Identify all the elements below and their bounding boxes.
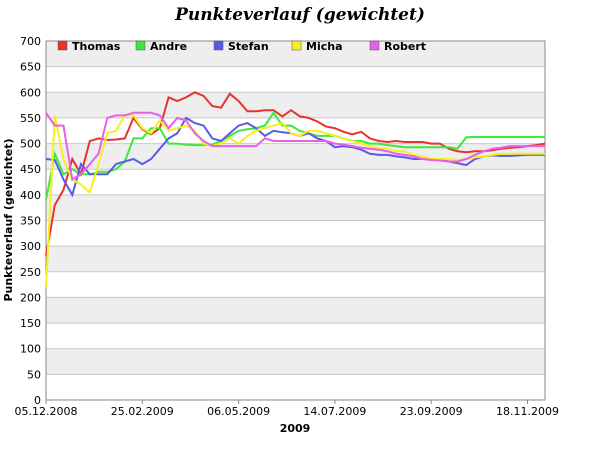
- y-tick-label: 550: [20, 112, 41, 125]
- y-tick-label: 0: [34, 394, 41, 407]
- legend-label: Thomas: [72, 40, 121, 53]
- y-tick-label: 50: [27, 368, 41, 381]
- y-tick-label: 400: [20, 189, 41, 202]
- legend-marker: [369, 40, 380, 51]
- series-line: [45, 111, 545, 182]
- y-axis-title: Punkteverlauf (gewichtet): [2, 138, 15, 301]
- y-tick-label: 500: [20, 138, 41, 151]
- x-tick-label: 14.07.2009: [303, 405, 366, 418]
- legend-marker: [135, 40, 146, 51]
- y-tick-label: 600: [20, 86, 41, 99]
- x-tick-label: 06.05.2009: [207, 405, 270, 418]
- legend-marker: [291, 40, 302, 51]
- legend-marker: [57, 40, 68, 51]
- grid-band: [46, 297, 545, 324]
- x-tick-label: 18.11.2009: [496, 405, 559, 418]
- series-line: [45, 91, 546, 257]
- y-tick-label: 150: [20, 317, 41, 330]
- x-axis-title: 2009: [280, 422, 311, 435]
- y-tick-label: 200: [20, 291, 41, 304]
- grid-band: [46, 348, 545, 375]
- x-tick-label: 23.09.2009: [400, 405, 463, 418]
- series-line: [45, 111, 545, 201]
- y-tick-label: 250: [20, 266, 41, 279]
- legend-marker: [213, 40, 224, 51]
- y-tick-label: 450: [20, 163, 41, 176]
- legend-label: Micha: [306, 40, 343, 53]
- y-tick-label: 700: [20, 35, 41, 48]
- y-tick-label: 350: [20, 215, 41, 228]
- legend-label: Andre: [150, 40, 187, 53]
- y-tick-label: 300: [20, 240, 41, 253]
- legend-label: Robert: [384, 40, 426, 53]
- grid-band: [46, 194, 545, 221]
- chart-title: Punkteverlauf (gewichtet): [174, 5, 425, 25]
- y-tick-label: 100: [20, 343, 41, 356]
- legend-label: Stefan: [228, 40, 269, 53]
- x-tick-label: 25.02.2009: [111, 405, 174, 418]
- grid-band: [46, 246, 545, 272]
- y-tick-label: 650: [20, 61, 41, 74]
- x-tick-label: 05.12.2008: [15, 405, 78, 418]
